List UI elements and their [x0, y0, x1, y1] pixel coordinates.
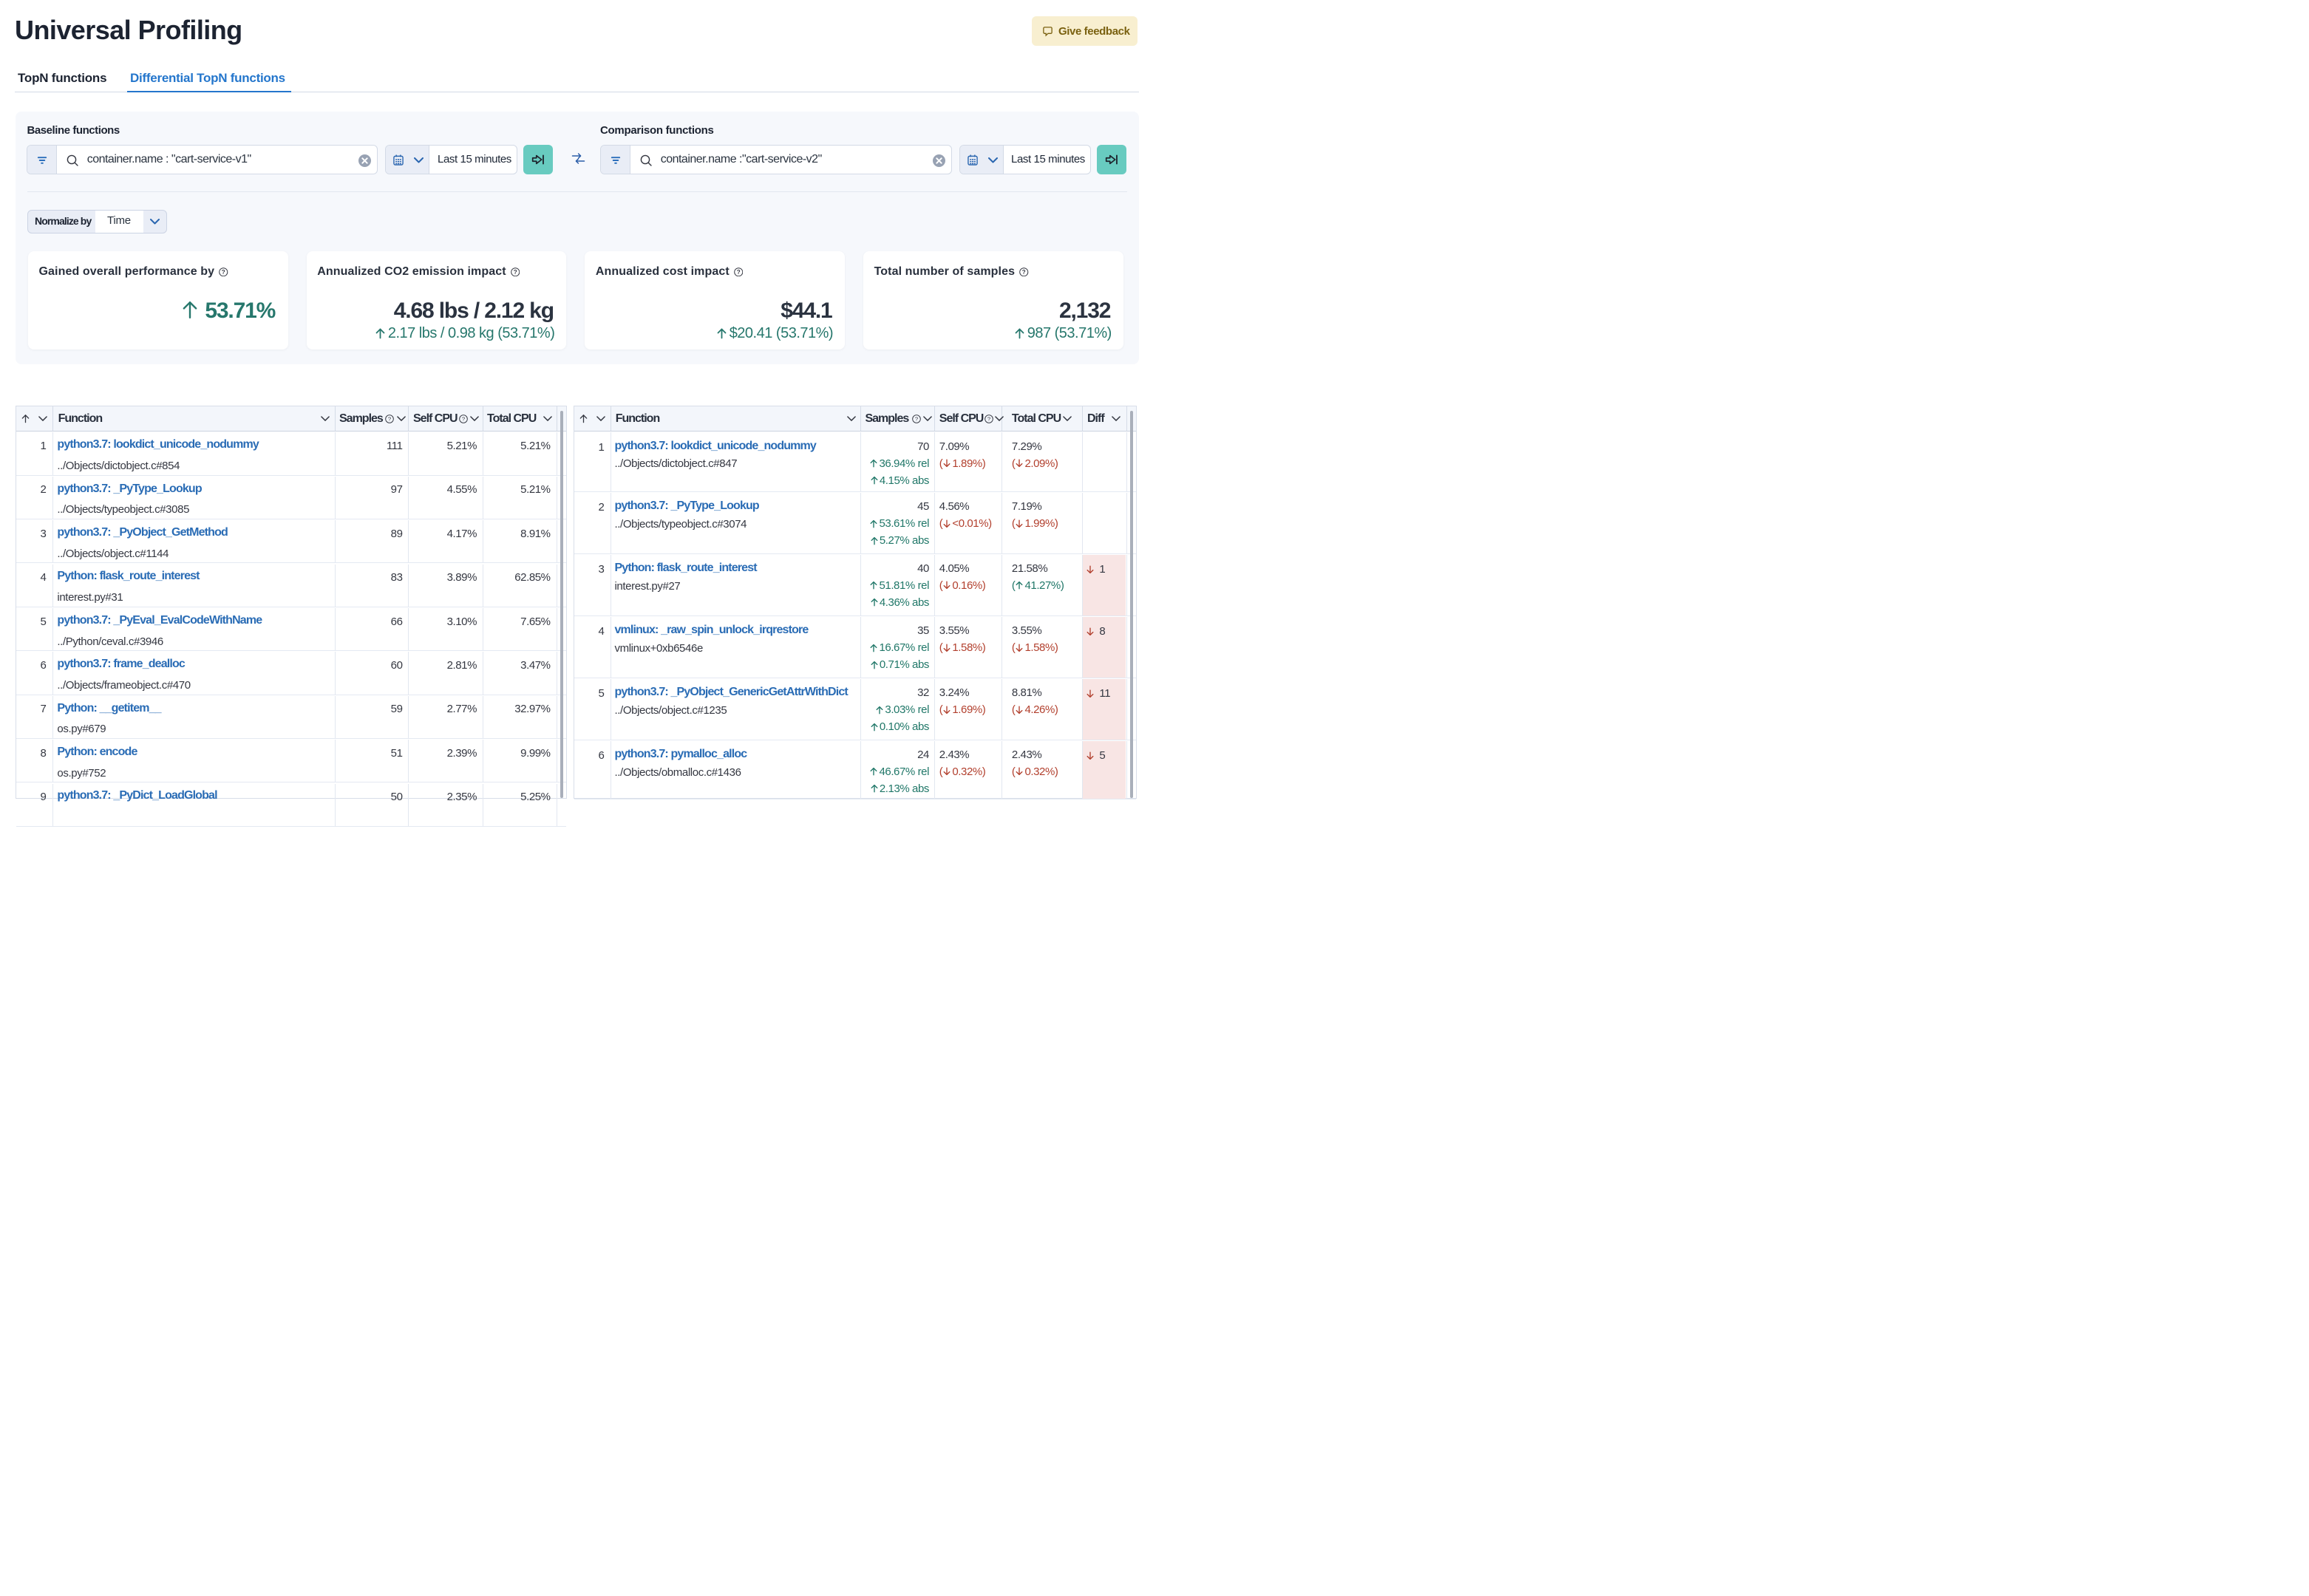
- svg-text:?: ?: [1022, 269, 1026, 276]
- svg-text:?: ?: [737, 269, 741, 276]
- svg-text:?: ?: [462, 415, 465, 422]
- svg-text:?: ?: [388, 415, 391, 422]
- svg-text:?: ?: [222, 269, 225, 276]
- svg-text:?: ?: [915, 415, 918, 422]
- svg-text:?: ?: [987, 415, 990, 422]
- svg-text:?: ?: [513, 269, 517, 276]
